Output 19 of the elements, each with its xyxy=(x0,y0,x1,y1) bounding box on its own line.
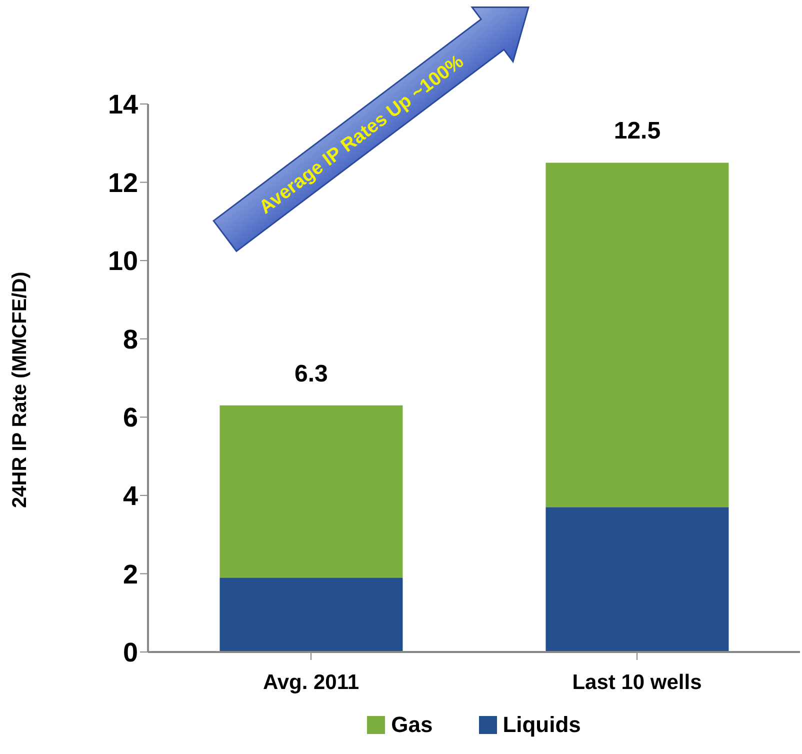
y-tick-label: 6 xyxy=(122,402,138,433)
bar xyxy=(220,405,403,578)
y-tick-label: 10 xyxy=(108,246,138,276)
bar xyxy=(546,507,729,652)
y-tick-label: 14 xyxy=(108,90,138,120)
legend-label: Liquids xyxy=(502,712,581,738)
bar xyxy=(546,162,729,508)
y-tick-label: 4 xyxy=(122,481,138,512)
bar xyxy=(220,578,403,652)
total-label: 6.3 xyxy=(294,360,328,388)
x-tick-label: Avg. 2011 xyxy=(262,670,360,694)
y-tick-label: 12 xyxy=(108,168,138,198)
y-tick-label: 2 xyxy=(122,559,138,590)
x-tick-label: Last 10 wells xyxy=(572,670,702,694)
y-tick-label: 0 xyxy=(122,638,138,668)
total-label: 12.5 xyxy=(614,118,661,145)
legend-label: Gas xyxy=(390,712,433,738)
y-axis-title: 24HR IP Rate (MMCFE/D) xyxy=(9,272,32,508)
y-tick-label: 8 xyxy=(122,324,138,354)
